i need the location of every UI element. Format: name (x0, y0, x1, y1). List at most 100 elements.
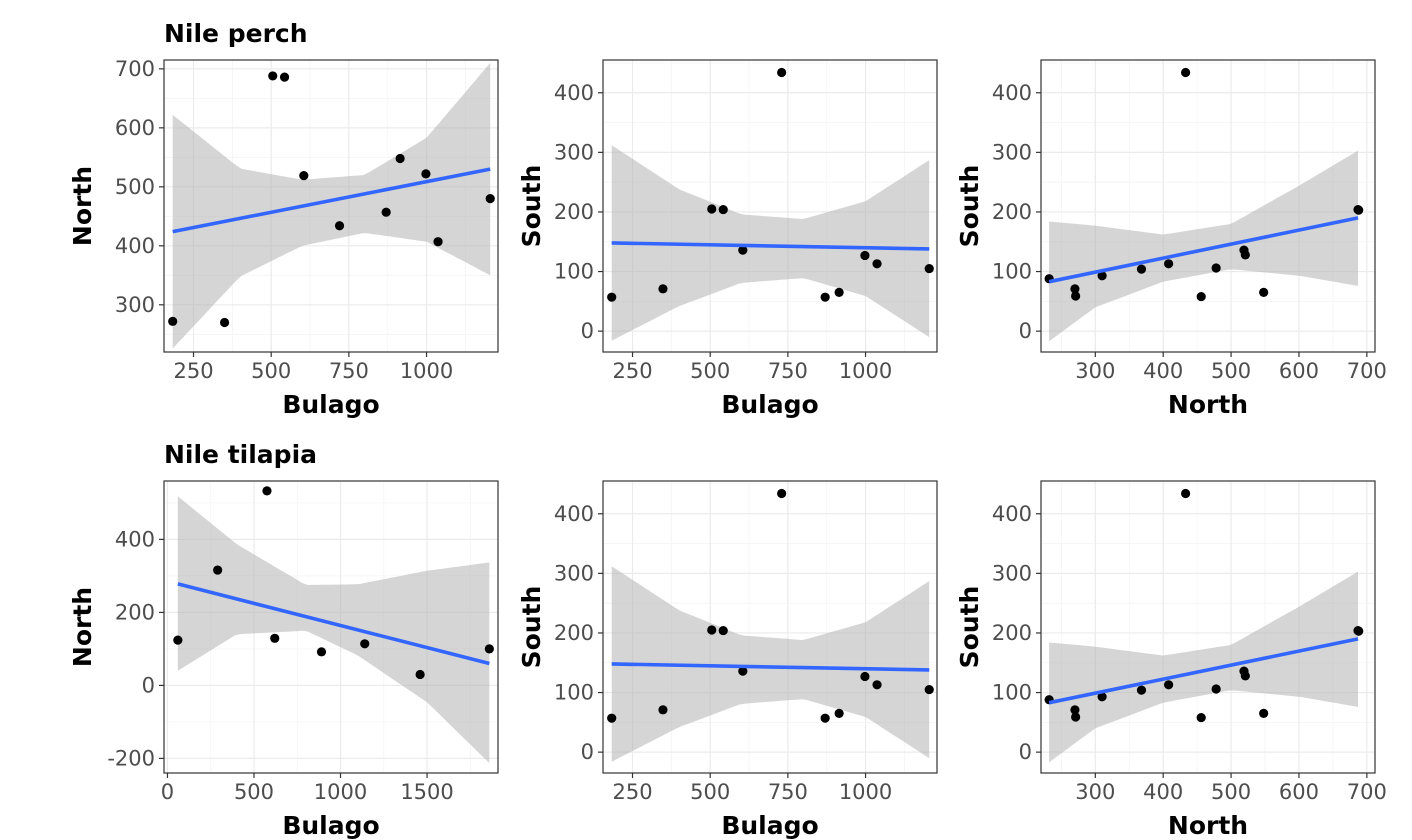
scatter-panels: 250 500 750 1000300400500600700BulagoNorth2… (68, 57, 1387, 840)
y-tick-label: 400 (992, 81, 1032, 105)
x-tick-label: 250 (612, 359, 652, 383)
data-point (1136, 685, 1147, 695)
data-point (1097, 271, 1107, 281)
regression-line (172, 167, 491, 234)
panel-3: 300 400 500 600 700 0 100 200 300 400 North South (955, 59, 1387, 419)
x-axis-title: North (1168, 811, 1248, 840)
data-point (834, 708, 844, 719)
confidence-ribbon (172, 62, 491, 349)
x-tick-label: 250 (612, 780, 652, 804)
data-point (1071, 712, 1081, 722)
y-tick-label: 400 (554, 81, 594, 105)
data-point (924, 263, 934, 274)
data-point (360, 639, 370, 649)
x-tick-label: 600 (1279, 359, 1319, 383)
y-tick-label: 600 (115, 116, 155, 140)
data-point (777, 67, 787, 78)
data-point (334, 221, 345, 231)
data-point (1354, 205, 1364, 215)
data-point (738, 666, 748, 676)
data-point (924, 684, 934, 695)
y-tick-label: 0 (1019, 740, 1032, 764)
data-point (485, 194, 495, 204)
data-point (718, 204, 728, 215)
y-tick-label: 100 (554, 681, 594, 705)
x-tick-label: 400 (1143, 780, 1183, 804)
data-point (219, 317, 230, 328)
data-point (1136, 264, 1147, 274)
x-axis-title: Bulago (721, 390, 818, 419)
data-point (421, 169, 431, 179)
x-tick-label: 500 (234, 780, 274, 804)
data-point (1196, 291, 1206, 302)
panel-border (1040, 59, 1376, 353)
y-axis-title: North (68, 166, 97, 246)
data-point (834, 287, 844, 298)
x-tick-label: 500 (1211, 359, 1251, 383)
y-axis-title: South (517, 586, 546, 669)
data-point (173, 635, 183, 645)
data-point (268, 71, 278, 81)
data-point (607, 292, 617, 302)
y-tick-label: 300 (115, 293, 155, 317)
y-tick-label: 200 (554, 621, 594, 645)
x-axis-title: Bulago (721, 811, 818, 840)
y-tick-label: 100 (554, 260, 594, 284)
regression-line (611, 662, 930, 672)
data-point (395, 153, 405, 164)
x-tick-label: 300 (1075, 359, 1115, 383)
panel-1: 250 500 750 1000 300 400 500 600 700 Bulago North (68, 57, 499, 419)
data-point (1164, 259, 1174, 269)
data-point (1180, 67, 1191, 78)
data-point (607, 713, 617, 723)
data-point (484, 644, 494, 654)
data-point (299, 171, 309, 181)
data-point (168, 316, 178, 326)
data-point (1259, 287, 1269, 298)
row-title-nile-perch: Nile perch (164, 19, 308, 48)
x-tick-label: 250 (173, 359, 213, 383)
x-tick-label: 500 (690, 359, 730, 383)
data-point (1211, 684, 1221, 694)
x-tick-label: 1000 (400, 359, 453, 383)
x-tick-label: 400 (1143, 359, 1183, 383)
regression-line (1048, 637, 1359, 705)
data-point (1070, 705, 1080, 715)
data-point (860, 671, 870, 682)
y-axis-title: South (517, 165, 546, 248)
data-point (270, 633, 280, 643)
x-tick-label: 500 (251, 359, 291, 383)
y-tick-label: 0 (581, 740, 594, 764)
data-point (1354, 626, 1364, 636)
x-tick-label: 1500 (400, 780, 453, 804)
y-tick-label: 100 (992, 681, 1032, 705)
data-point (777, 488, 787, 499)
panel-border (163, 480, 499, 774)
data-point (820, 292, 830, 302)
y-tick-label: 0 (142, 673, 155, 697)
y-tick-label: 0 (1019, 319, 1032, 343)
y-tick-label: 100 (992, 260, 1032, 284)
data-point (1071, 291, 1081, 301)
confidence-ribbon (1049, 150, 1358, 342)
panel-border (163, 59, 499, 353)
x-tick-label: 750 (768, 359, 808, 383)
x-tick-label: 750 (329, 359, 369, 383)
data-point (1240, 671, 1250, 681)
x-tick-label: 500 (690, 780, 730, 804)
y-tick-label: 400 (554, 502, 594, 526)
confidence-ribbon (1049, 571, 1358, 763)
y-axis-title: South (955, 586, 984, 669)
data-point (872, 259, 882, 269)
data-point (718, 625, 728, 636)
y-axis-title: North (68, 587, 97, 667)
y-tick-label: 300 (992, 561, 1032, 585)
x-tick-label: 700 (1347, 780, 1387, 804)
data-point (707, 204, 717, 214)
data-point (1196, 712, 1206, 723)
regression-line (177, 582, 490, 666)
y-tick-label: 300 (554, 561, 594, 585)
data-point (1070, 284, 1080, 294)
